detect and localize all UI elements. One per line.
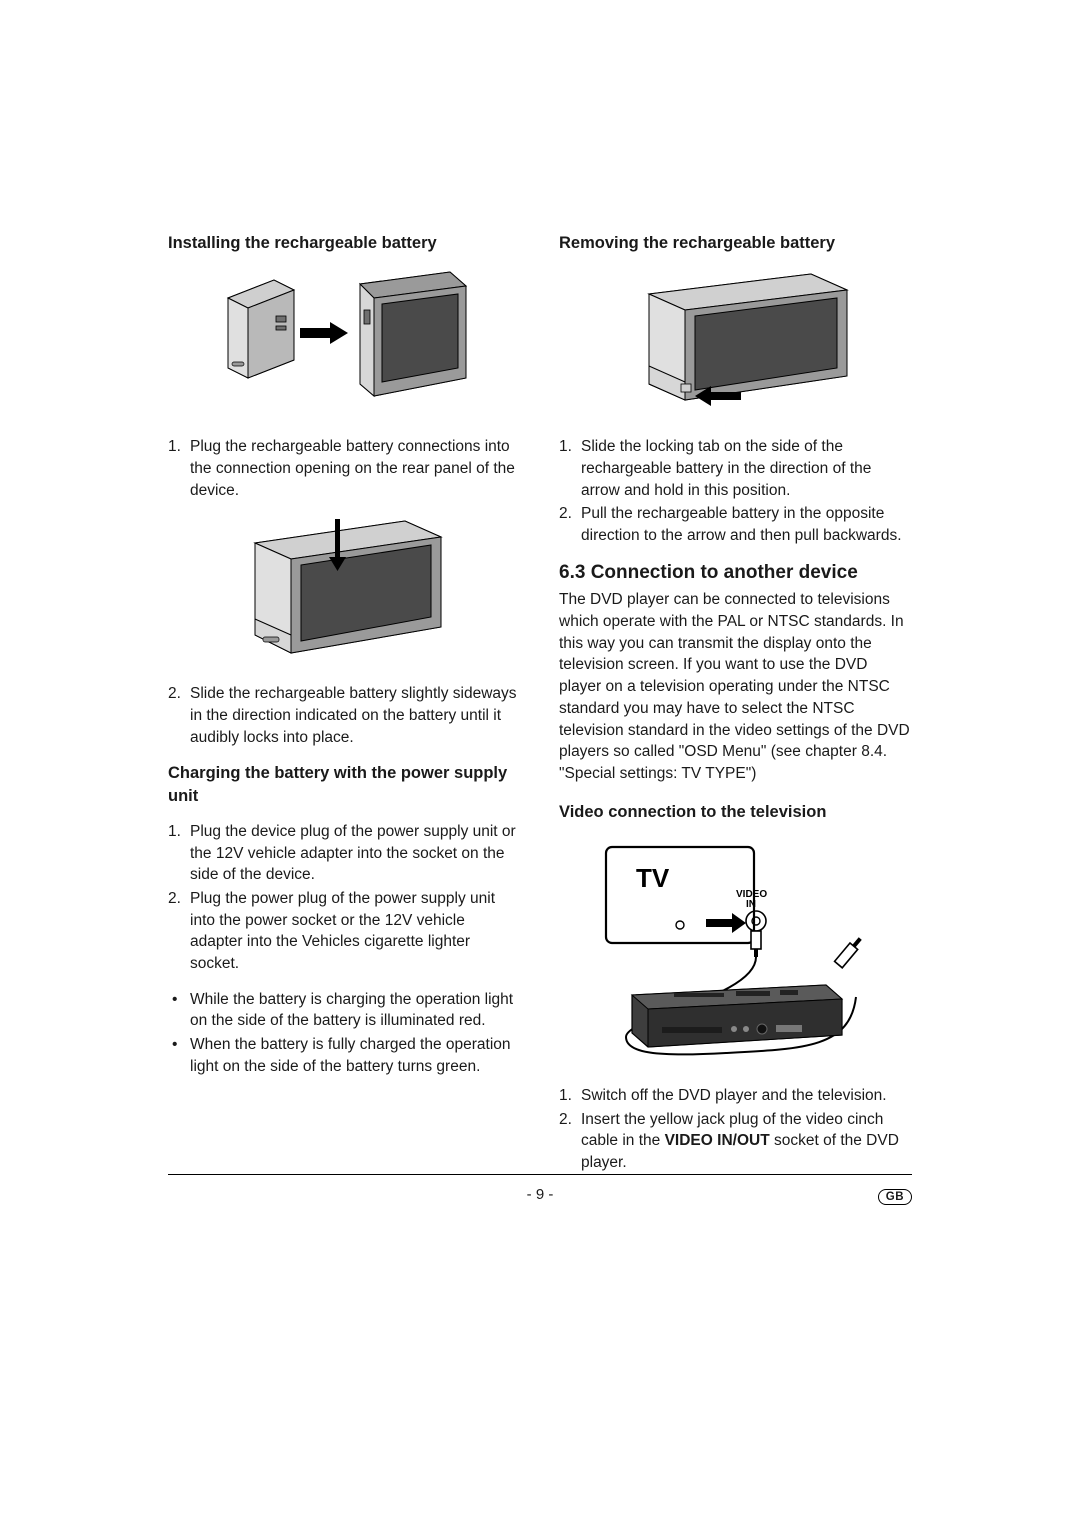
figure-slide-battery [168,515,521,665]
list-item: Insert the yellow jack plug of the video… [559,1109,912,1174]
section-6-3-title: 6.3 Connection to another device [559,561,912,586]
list-item: While the battery is charging the operat… [168,989,521,1032]
list-item: Slide the locking tab on the side of the… [559,436,912,501]
charge-bullets-list: While the battery is charging the operat… [168,989,521,1078]
figure-install-battery [168,268,521,418]
list-item: Plug the rechargeable battery connection… [168,436,521,501]
list-item: Plug the power plug of the power supply … [168,888,521,975]
page-number: - 9 - [527,1186,554,1203]
heading-video-connection: Video connection to the television [559,801,912,823]
footer-rule [168,1174,912,1175]
charge-steps-list: Plug the device plug of the power supply… [168,821,521,975]
left-column: Installing the rechargeable battery [168,232,521,1188]
video-steps-list: Switch off the DVD player and the televi… [559,1085,912,1174]
list-item: Plug the device plug of the power supply… [168,821,521,886]
right-column: Removing the rechargeable battery [559,232,912,1188]
figure-remove-battery [559,268,912,418]
heading-remove: Removing the rechargeable battery [559,232,912,254]
remove-steps-list: Slide the locking tab on the side of the… [559,436,912,546]
install-step-2-list: Slide the rechargeable battery slightly … [168,683,521,748]
svg-text:TV: TV [636,863,670,893]
heading-install: Installing the rechargeable battery [168,232,521,254]
figure-tv-connection: TV VIDEO IN [559,837,912,1067]
list-item: Switch off the DVD player and the televi… [559,1085,912,1107]
list-item: When the battery is fully charged the op… [168,1034,521,1077]
install-step-1-list: Plug the rechargeable battery connection… [168,436,521,501]
language-badge: GB [878,1189,912,1205]
svg-text:IN: IN [746,899,756,910]
list-item: Pull the rechargeable battery in the opp… [559,503,912,546]
section-6-3-body: The DVD player can be connected to telev… [559,589,912,784]
heading-charge: Charging the battery with the power supp… [168,762,521,807]
list-item: Slide the rechargeable battery slightly … [168,683,521,748]
